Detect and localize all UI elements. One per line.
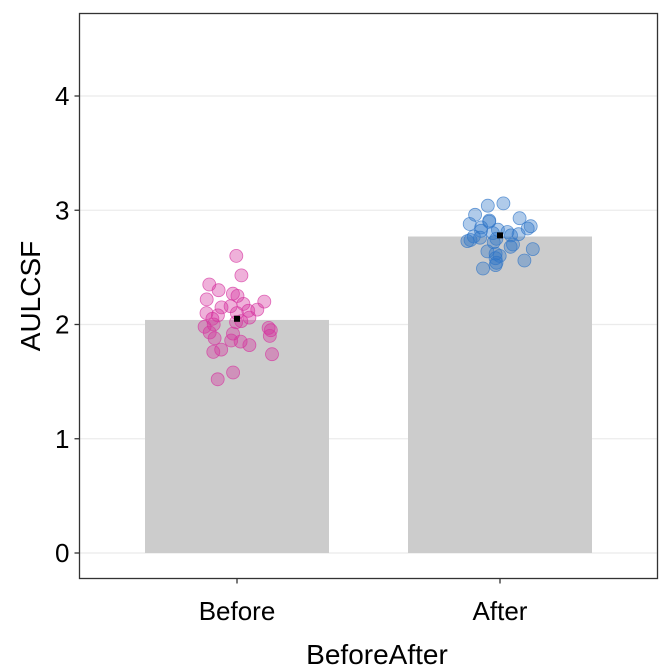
y-tick-label: 4 bbox=[55, 81, 69, 111]
data-point bbox=[525, 242, 540, 257]
data-point bbox=[506, 237, 520, 252]
data-point bbox=[199, 292, 214, 307]
data-point bbox=[480, 244, 495, 259]
data-point bbox=[207, 331, 222, 346]
data-point bbox=[504, 228, 518, 243]
plot-panel-border bbox=[78, 12, 659, 580]
bar-after bbox=[408, 236, 592, 553]
data-point bbox=[474, 223, 488, 238]
data-point bbox=[262, 328, 277, 343]
y-tick-label: 3 bbox=[55, 195, 69, 225]
mean-markers bbox=[234, 232, 503, 322]
y-tick-label: 2 bbox=[55, 310, 69, 340]
y-axis: 0 1 2 3 4 bbox=[55, 81, 80, 568]
bars bbox=[145, 236, 592, 553]
jitter-points-after bbox=[460, 196, 540, 276]
data-point bbox=[214, 300, 229, 315]
data-point bbox=[229, 248, 244, 263]
data-point bbox=[476, 261, 490, 276]
jitter-points-before bbox=[197, 248, 279, 387]
data-point bbox=[242, 310, 257, 325]
data-point bbox=[492, 248, 507, 263]
data-point bbox=[488, 258, 503, 273]
x-tick-label: After bbox=[473, 596, 528, 626]
data-point bbox=[211, 283, 226, 298]
data-point bbox=[503, 239, 518, 254]
y-axis-title: AULCSF bbox=[15, 241, 46, 351]
data-point bbox=[460, 234, 475, 249]
bar-before bbox=[145, 319, 329, 553]
data-point bbox=[206, 317, 221, 332]
y-tick-label: 0 bbox=[55, 538, 69, 568]
data-point bbox=[496, 196, 511, 211]
data-point bbox=[512, 211, 527, 226]
data-point bbox=[474, 220, 489, 235]
data-point bbox=[480, 198, 495, 213]
data-point bbox=[202, 325, 217, 340]
data-point bbox=[226, 365, 241, 380]
data-point bbox=[242, 338, 257, 353]
data-point bbox=[263, 323, 278, 338]
data-point bbox=[206, 344, 221, 359]
x-axis-title: BeforeAfter bbox=[306, 639, 448, 670]
data-point bbox=[234, 268, 249, 283]
x-axis: Before After bbox=[199, 578, 528, 626]
mean-marker bbox=[234, 315, 240, 322]
data-point bbox=[265, 347, 279, 362]
data-point bbox=[489, 255, 504, 270]
data-point bbox=[199, 306, 214, 321]
data-point bbox=[257, 294, 272, 309]
data-point bbox=[210, 372, 225, 387]
data-point bbox=[197, 319, 212, 334]
data-point bbox=[233, 334, 248, 349]
data-point bbox=[230, 288, 245, 303]
x-tick-label: Before bbox=[199, 596, 276, 626]
data-point bbox=[462, 217, 477, 231]
data-point bbox=[214, 342, 229, 357]
y-tick-label: 1 bbox=[55, 424, 69, 454]
data-point bbox=[517, 253, 532, 268]
mean-marker bbox=[497, 232, 503, 239]
